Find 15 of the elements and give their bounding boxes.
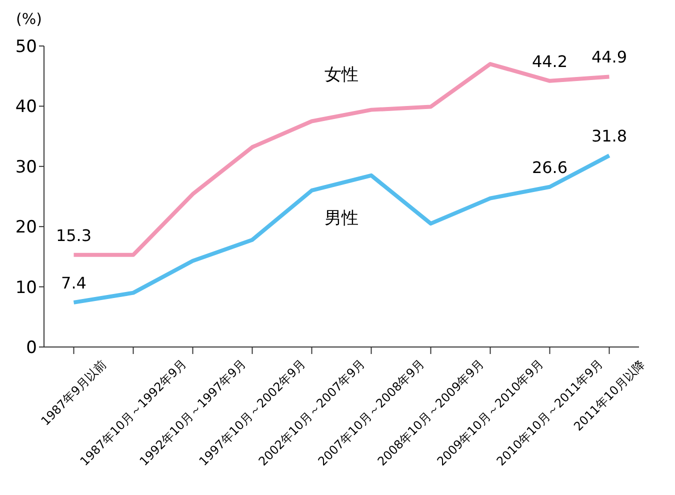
data-label: 26.6 [532, 158, 568, 177]
data-label: 15.3 [56, 226, 92, 245]
y-tick-label: 20 [15, 218, 37, 238]
y-tick-label: 50 [15, 37, 37, 58]
data-label: 44.9 [591, 48, 628, 67]
y-tick-label: 10 [15, 278, 37, 298]
series-label: 男性 [324, 208, 358, 228]
data-label: 7.4 [61, 273, 86, 292]
y-axis-title: (%) [16, 10, 42, 28]
data-label: 44.2 [532, 52, 568, 71]
y-tick-label: 0 [26, 338, 37, 358]
y-tick-label: 40 [15, 97, 37, 118]
data-label: 31.8 [591, 126, 628, 146]
series-label: 女性 [324, 64, 358, 85]
y-tick-label: 30 [15, 157, 37, 178]
